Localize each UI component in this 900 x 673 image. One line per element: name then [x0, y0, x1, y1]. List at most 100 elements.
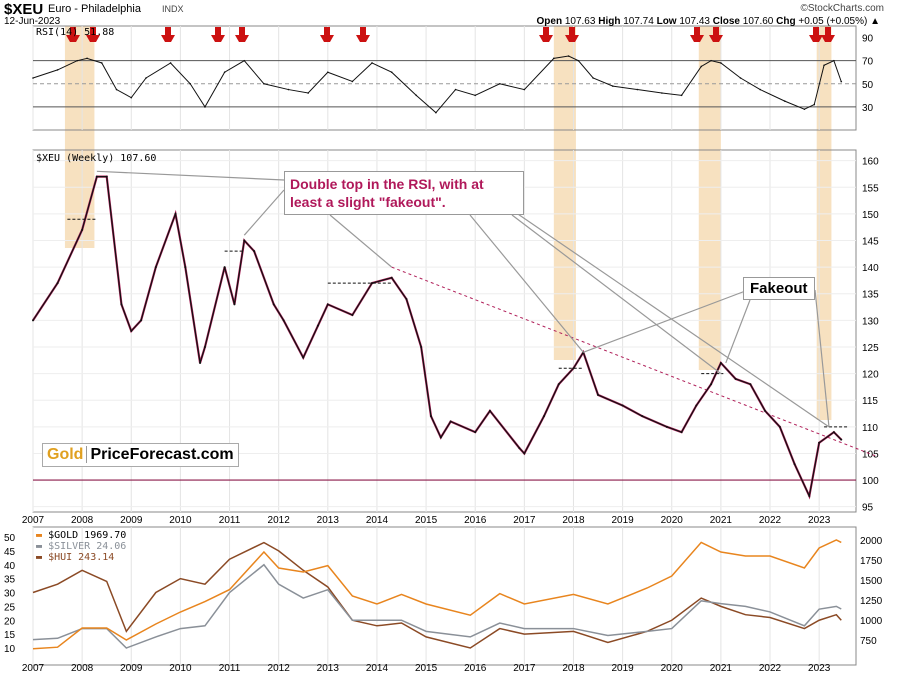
rsi-point	[803, 108, 806, 110]
rsi-point	[130, 96, 133, 99]
price-y-tick: 155	[862, 183, 879, 194]
x-tick-label: 2015	[415, 515, 438, 526]
price-point	[488, 409, 491, 412]
red-down-arrow-icon	[690, 27, 704, 42]
rsi-point	[32, 77, 34, 79]
x-tick-label: 2011	[219, 663, 241, 673]
rsi-point	[204, 106, 206, 108]
trend-line	[391, 266, 877, 457]
price-point	[81, 228, 84, 231]
red-down-arrow-icon	[161, 27, 175, 42]
price-point	[719, 361, 722, 364]
annotation-pointer	[814, 289, 830, 427]
watermark-logo: Gold PriceForecast.com	[42, 443, 239, 467]
rsi-point	[710, 59, 712, 62]
low-label: Low	[656, 16, 677, 27]
red-down-arrow-icon	[709, 27, 723, 42]
x-tick-label: 2012	[268, 663, 291, 673]
rsi-point	[307, 92, 309, 94]
price-point	[199, 361, 202, 364]
legend-silver: $SILVER 24.06	[48, 541, 127, 552]
price-point	[282, 319, 285, 322]
annotation-pointer	[96, 170, 285, 181]
rsi-point	[371, 62, 373, 64]
price-point	[793, 463, 796, 466]
rsi-point	[759, 88, 761, 91]
price-point	[474, 431, 477, 434]
exchange: INDX	[162, 4, 184, 14]
price-point	[120, 303, 123, 306]
rsi-point	[611, 85, 614, 87]
red-down-arrow-icon	[320, 27, 334, 42]
annotation-pointer	[329, 214, 393, 268]
x-tick-label: 2012	[268, 515, 291, 526]
price-point	[243, 239, 246, 242]
price-point	[818, 441, 821, 444]
x-tick-label: 2007	[22, 663, 45, 673]
x-tick-label: 2013	[317, 515, 340, 526]
rsi-y-tick: 50	[862, 80, 874, 91]
annotation-pointer	[243, 189, 285, 236]
price-point	[597, 393, 600, 396]
bottom-left-tick: 20	[4, 616, 16, 627]
bottom-right-tick: 1750	[860, 556, 883, 567]
annotation-pointer	[725, 299, 751, 364]
rsi-point	[169, 62, 172, 64]
x-tick-label: 2019	[611, 515, 634, 526]
series-line-gold	[32, 539, 842, 650]
price-y-tick: 110	[862, 423, 878, 434]
symbol: $XEU	[4, 1, 44, 18]
rsi-point	[56, 69, 59, 71]
x-tick-label: 2008	[71, 515, 94, 526]
highlight-band	[816, 26, 832, 420]
price-y-tick: 95	[862, 503, 874, 514]
x-tick-label: 2014	[366, 663, 389, 673]
bottom-left-tick: 35	[4, 575, 16, 586]
price-point	[405, 298, 408, 301]
price-y-tick: 105	[862, 449, 879, 460]
fakeout-annotation: Fakeout	[743, 277, 815, 300]
bottom-left-tick: 30	[4, 589, 16, 600]
price-point	[542, 415, 545, 418]
rsi-point	[189, 82, 192, 85]
price-point	[429, 415, 432, 418]
x-tick-label: 2018	[562, 515, 585, 526]
price-y-tick: 125	[862, 343, 879, 354]
rsi-point	[415, 94, 418, 97]
price-point	[105, 175, 108, 178]
rsi-point	[813, 103, 816, 106]
price-point	[130, 330, 133, 332]
series-line-silver	[32, 563, 842, 649]
price-point	[840, 438, 843, 441]
price-point	[523, 452, 526, 455]
rsi-point	[100, 62, 103, 64]
rsi-point	[577, 59, 580, 62]
red-down-arrow-icon	[565, 27, 579, 42]
rsi-point	[567, 55, 570, 57]
bottom-left-tick: 25	[4, 602, 16, 613]
close-label: Close	[712, 16, 740, 27]
highlight-band	[553, 26, 576, 360]
rsi-point	[833, 59, 835, 62]
price-point	[808, 495, 811, 498]
x-tick-label: 2007	[22, 515, 45, 526]
price-point	[420, 345, 423, 348]
x-tick-label: 2009	[120, 515, 143, 526]
price-point	[154, 266, 157, 269]
price-point	[351, 314, 354, 317]
x-tick-label: 2010	[169, 663, 192, 673]
price-point	[832, 431, 835, 434]
open-label: Open	[536, 16, 563, 27]
price-y-tick: 100	[862, 476, 879, 487]
price-point	[233, 303, 236, 306]
price-point	[695, 404, 698, 407]
bottom-right-tick: 1500	[860, 576, 883, 587]
rsi-point	[454, 88, 457, 91]
x-tick-label: 2020	[661, 663, 684, 673]
price-y-tick: 120	[862, 370, 879, 381]
price-point	[734, 377, 737, 380]
x-tick-label: 2009	[120, 663, 143, 673]
rsi-point	[739, 77, 742, 79]
rsi-point	[783, 100, 786, 102]
